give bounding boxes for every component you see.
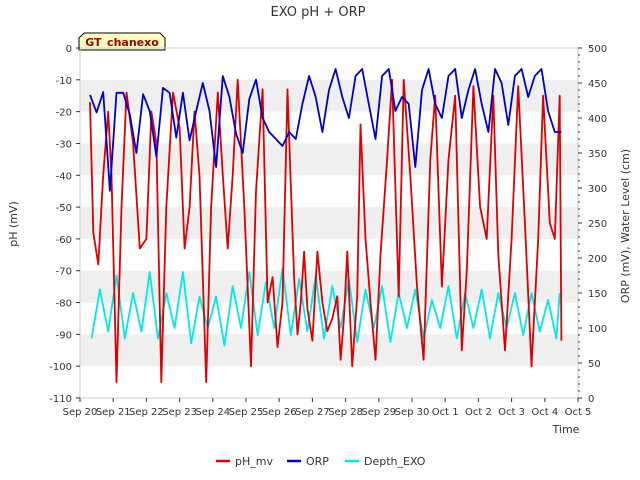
x-tick-label: Sep 25 <box>229 407 264 418</box>
series-line-orp <box>89 68 562 192</box>
x-tick-label: Sep 29 <box>361 407 396 418</box>
grid-band <box>80 207 578 239</box>
left-tick-label: -70 <box>56 267 72 278</box>
series-line-depth-exo <box>90 267 561 347</box>
right-tick-label: 50 <box>588 359 601 370</box>
left-tick-label: 0 <box>66 44 72 55</box>
station-label-background <box>78 32 166 51</box>
right-tick-label: 150 <box>588 289 607 300</box>
x-tick-label: Oct 4 <box>531 407 558 418</box>
left-tick-label: -30 <box>56 139 72 150</box>
left-axis-ticks: 0 -10 -20 -30 -40 -50 -60 -70 -80 -90 -100 -110 <box>49 44 80 405</box>
right-tick-label: 250 <box>588 219 607 230</box>
x-tick-label: Sep 28 <box>328 407 363 418</box>
x-tick-label: Sep 24 <box>195 407 230 418</box>
grid-band <box>80 270 578 303</box>
x-tick-label: Sep 30 <box>395 407 430 418</box>
left-tick-label: -10 <box>56 76 72 87</box>
right-tick-label: 100 <box>588 324 607 335</box>
legend-label-depth-exo: Depth_EXO <box>364 455 426 468</box>
right-tick-label: 300 <box>588 184 607 195</box>
x-tick-label: Sep 27 <box>295 407 330 418</box>
series-line-ph-mv <box>89 78 563 383</box>
left-tick-label: -110 <box>49 394 72 405</box>
right-tick-label: 200 <box>588 254 607 265</box>
left-tick-label: -20 <box>56 108 72 119</box>
x-tick-label: Sep 20 <box>63 407 98 418</box>
x-tick-label: Oct 1 <box>432 407 459 418</box>
right-tick-label: 500 <box>588 44 607 55</box>
right-tick-label: 450 <box>588 79 607 90</box>
legend-label-ph-mv: pH_mv <box>235 455 273 468</box>
x-tick-label: Sep 23 <box>162 407 197 418</box>
legend-label-orp: ORP <box>306 455 329 468</box>
grid-band <box>80 334 578 367</box>
left-axis-label: pH (mV) <box>7 201 20 247</box>
legend: pH_mv ORP Depth_EXO <box>216 455 426 468</box>
x-axis-label: Time <box>552 423 580 436</box>
x-tick-label: Sep 22 <box>129 407 164 418</box>
left-tick-label: -50 <box>56 203 72 214</box>
left-tick-label: -90 <box>56 330 72 341</box>
x-tick-label: Oct 5 <box>565 407 592 418</box>
x-tick-label: Oct 2 <box>465 407 492 418</box>
right-tick-label: 0 <box>588 394 594 405</box>
x-tick-label: Oct 3 <box>498 407 525 418</box>
series-layer <box>89 68 563 383</box>
right-tick-label: 400 <box>588 114 607 125</box>
station-label-box: GT_chanexo <box>78 32 166 51</box>
left-tick-label: -80 <box>56 299 72 310</box>
station-label: GT_chanexo <box>85 36 159 49</box>
left-tick-label: -40 <box>56 171 72 182</box>
chart-title: EXO pH + ORP <box>271 5 366 20</box>
x-tick-label: Sep 21 <box>96 407 131 418</box>
right-tick-label: 350 <box>588 149 607 160</box>
left-tick-label: -60 <box>56 235 72 246</box>
left-tick-label: -100 <box>49 362 72 373</box>
right-axis-ticks: 0 50 100 150 200 250 300 350 400 450 500 <box>578 44 607 405</box>
right-axis-label: ORP (mV), Water Level (cm) <box>619 149 632 303</box>
x-tick-label: Sep 26 <box>262 407 297 418</box>
